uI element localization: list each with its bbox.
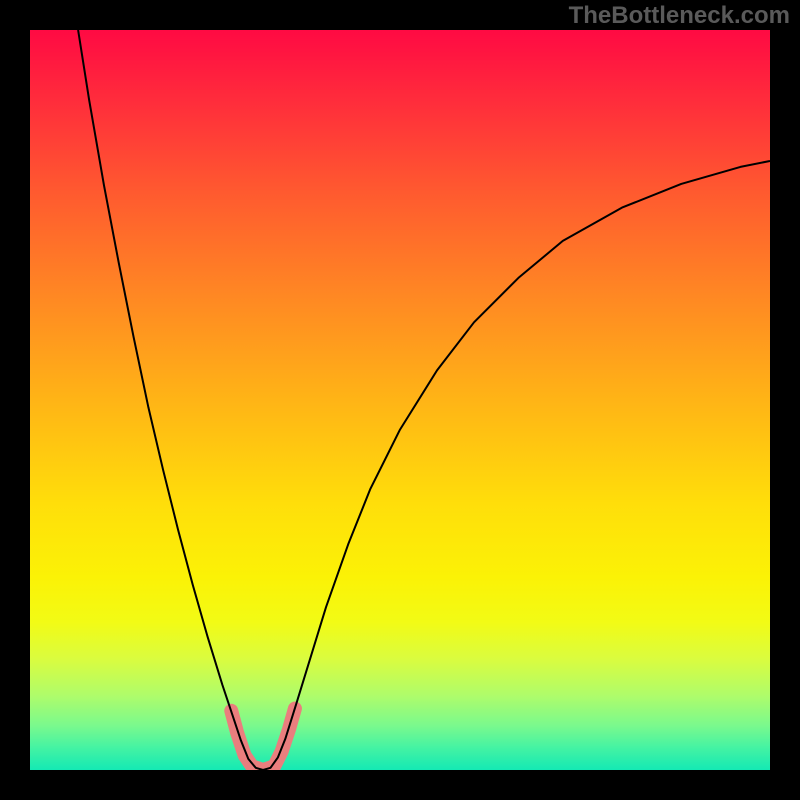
gradient-background: [30, 30, 770, 770]
watermark-text: TheBottleneck.com: [569, 2, 790, 30]
chart-container: TheBottleneck.com: [0, 0, 800, 800]
plot-area: [30, 30, 770, 770]
